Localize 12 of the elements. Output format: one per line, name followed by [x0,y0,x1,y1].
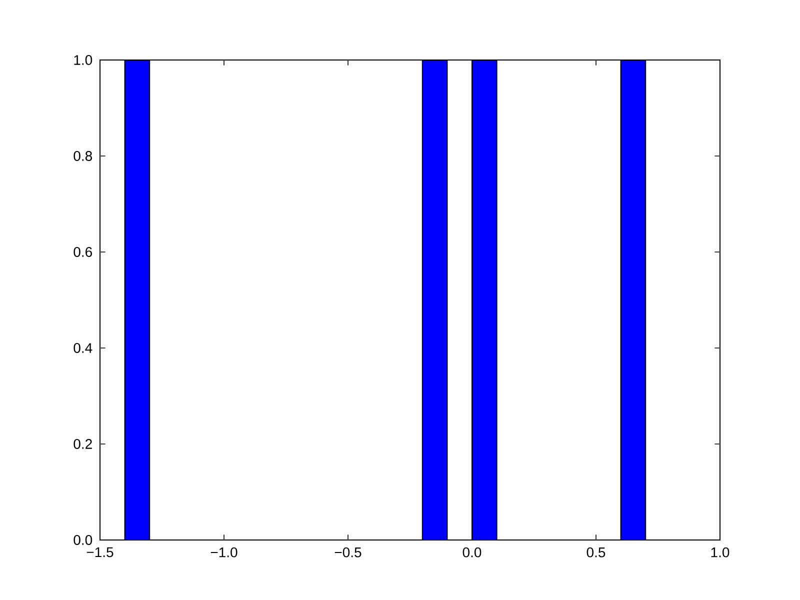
y-tick-label: 0.6 [74,247,92,257]
x-tick-label: 0.0 [462,547,482,558]
y-tick-label: 1.0 [74,55,92,65]
x-tick-label: −0.5 [334,547,362,558]
y-tick-label: 0.2 [74,439,92,449]
x-tick-label: −1.0 [210,547,238,558]
x-tick-label: 0.5 [586,547,606,558]
x-tick-label: 1.0 [711,547,730,558]
y-tick-label: 0.4 [74,343,92,353]
y-tick-label: 0.8 [74,151,92,161]
x-tick-label: −1.5 [86,547,114,558]
y-tick-label: 0.0 [74,535,92,545]
